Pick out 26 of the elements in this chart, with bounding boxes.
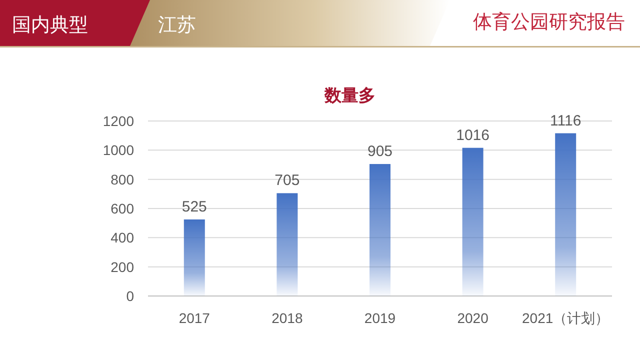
- text: 江苏: [158, 15, 196, 36]
- data-label: 525: [182, 198, 207, 216]
- x-tick-label: 2019: [364, 310, 396, 326]
- x-tick-label: 2021（计划）: [522, 310, 610, 326]
- data-label: 1116: [550, 112, 582, 130]
- bar: [370, 164, 390, 296]
- y-tick-label: 600: [110, 200, 134, 216]
- data-label: 705: [274, 172, 300, 190]
- bar: [276, 193, 298, 296]
- x-tick-label: 2018: [272, 310, 303, 326]
- text: 体育公园研究报告: [473, 11, 625, 33]
- text: 国内典型: [12, 15, 88, 36]
- bar: [184, 219, 205, 296]
- data-label: 905: [367, 143, 393, 160]
- y-tick-label: 200: [110, 258, 134, 275]
- y-tick-label: 1000: [102, 142, 134, 158]
- y-tick-label: 400: [110, 230, 134, 246]
- data-label: 1016: [456, 126, 490, 144]
- x-tick-label: 2020: [457, 310, 489, 326]
- x-tick-label: 2017: [178, 310, 210, 326]
- bar: [462, 148, 484, 296]
- y-tick-label: 1200: [102, 113, 134, 129]
- y-tick-label: 0: [126, 288, 134, 304]
- y-tick-label: 800: [110, 171, 134, 188]
- bar: [555, 133, 576, 296]
- chart-title: 数量多: [324, 86, 376, 105]
